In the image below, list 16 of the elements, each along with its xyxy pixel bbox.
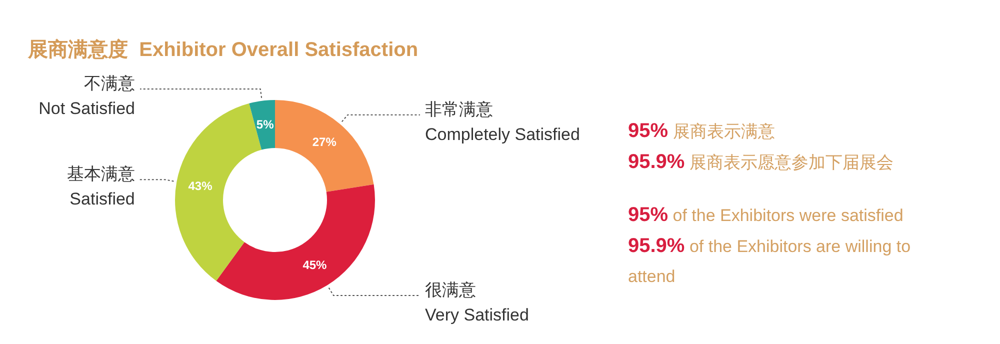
text: 95% 展商表示满意 — [628, 119, 776, 144]
slice-label: 很满意 Very Satisfied — [425, 280, 529, 324]
donut-slice — [216, 184, 375, 300]
slice-label: 不满意 Not Satisfied — [38, 74, 135, 118]
donut-slice — [249, 100, 275, 150]
donut-slice — [275, 100, 374, 192]
text: 95.9% 展商表示愿意参加下届展会 — [628, 150, 894, 175]
data-label: 5% — [256, 118, 274, 132]
data-label: 27% — [312, 135, 337, 150]
data-label: 45% — [302, 258, 328, 272]
data-label: 43% — [188, 179, 213, 194]
slice-label: 非常满意 Completely Satisfied — [425, 100, 580, 144]
chart-title: 展商满意度 Exhibitor Overall Satisfaction — [28, 38, 418, 63]
slice-label: 基本满意 Satisfied — [66, 164, 135, 209]
text: 95% of the Exhibitors were satisfied — [628, 203, 904, 228]
text: 95.9% of the Exhibitors are willing to attend — [628, 234, 912, 288]
